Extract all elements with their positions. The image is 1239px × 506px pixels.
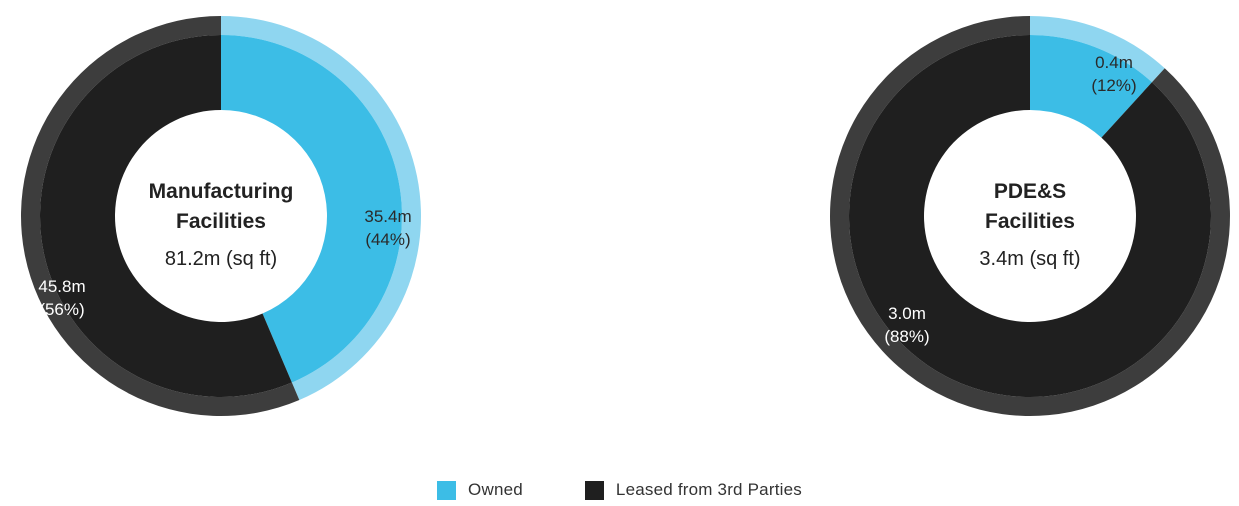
- manufacturing-owned-slice: [221, 35, 402, 383]
- pdes-owned-value-label: 0.4m: [1095, 53, 1133, 72]
- manufacturing-center-title: Facilities: [176, 210, 266, 233]
- pdes-leased-value-label: 3.0m: [888, 304, 926, 323]
- legend-swatch-owned: [437, 480, 457, 500]
- pdes-owned-slice: [1030, 35, 1152, 138]
- pdes-owned-percent-label: (12%): [1091, 76, 1136, 95]
- manufacturing-owned-value-label: 35.4m: [364, 207, 411, 226]
- donut-charts: 35.4m (44%) 45.8m (56%) Manufacturing Facilit…: [21, 16, 1230, 416]
- legend-item-owned: Owned: [437, 480, 523, 500]
- manufacturing-leased-slice: [40, 35, 292, 397]
- legend-label-owned: Owned: [468, 480, 523, 499]
- manufacturing-center-total: 81.2m (sq ft): [165, 248, 277, 270]
- manufacturing-owned-percent-label: (44%): [365, 230, 410, 249]
- legend: Owned Leased from 3rd Parties: [0, 480, 1239, 500]
- pdes-center-title: Facilities: [985, 210, 1075, 233]
- pdes-owned-slice-outer: [1030, 16, 1165, 83]
- legend-item-leased: Leased from 3rd Parties: [584, 480, 802, 500]
- manufacturing-owned-slice-outer: [221, 16, 422, 401]
- manufacturing-center-title: Manufacturing: [149, 180, 294, 203]
- pdes-center-title: PDE&S: [994, 180, 1066, 203]
- pdes-leased-percent-label: (88%): [884, 327, 929, 346]
- pdes-leased-slice: [849, 35, 1212, 397]
- legend-label-leased: Leased from 3rd Parties: [615, 480, 802, 499]
- manufacturing-leased-percent-label: (56%): [39, 300, 84, 319]
- legend-swatch-leased: [584, 480, 604, 500]
- pdes-center-total: 3.4m (sq ft): [979, 248, 1080, 270]
- manufacturing-leased-value-label: 45.8m: [38, 277, 85, 296]
